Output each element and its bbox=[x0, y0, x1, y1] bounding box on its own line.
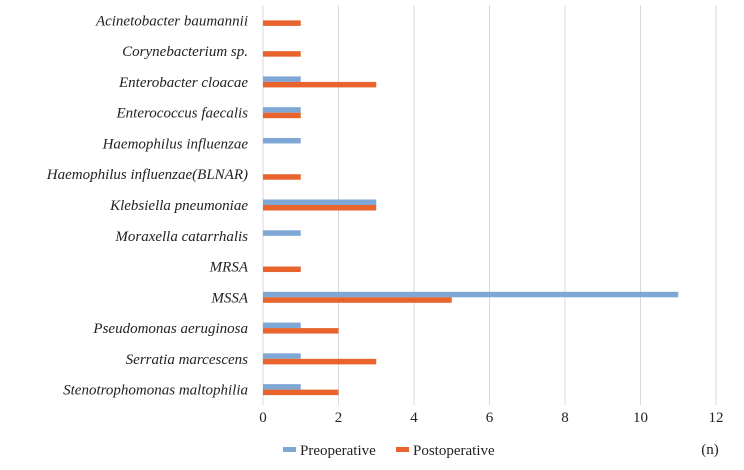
gridlines bbox=[262, 5, 717, 405]
bar-postoperative-3 bbox=[263, 112, 301, 119]
x-tick-label-6: 12 bbox=[709, 410, 724, 426]
bar-preoperative-4 bbox=[263, 137, 301, 144]
x-tick-label-1: 2 bbox=[335, 410, 343, 426]
bar-preoperative-9 bbox=[263, 291, 679, 298]
x-tick-label-5: 10 bbox=[633, 410, 648, 426]
bar-preoperative-11 bbox=[263, 353, 301, 359]
bar-preoperative-6 bbox=[263, 199, 377, 205]
category-label-1: Corynebacterium sp. bbox=[122, 44, 248, 60]
legend-label-preoperative: Preoperative bbox=[300, 443, 376, 459]
category-label-10: Pseudomonas aeruginosa bbox=[92, 321, 248, 337]
bar-postoperative-5 bbox=[263, 174, 301, 180]
bar-preoperative-2 bbox=[263, 76, 301, 82]
bar-postoperative-6 bbox=[263, 205, 377, 211]
category-label-12: Stenotrophomonas maltophilia bbox=[63, 383, 248, 399]
legend-label-postoperative: Postoperative bbox=[413, 443, 495, 459]
category-label-5: Haemophilus influenzae(BLNAR) bbox=[46, 167, 248, 183]
category-label-3: Enterococcus faecalis bbox=[116, 106, 249, 122]
bar-postoperative-10 bbox=[263, 328, 339, 334]
category-label-6: Klebsiella pneumoniae bbox=[109, 198, 248, 214]
category-label-7: Moraxella catarrhalis bbox=[114, 229, 248, 245]
category-labels: Acinetobacter baumannii Corynebacterium s… bbox=[46, 13, 249, 398]
category-label-9: MSSA bbox=[210, 290, 248, 306]
category-label-8: MRSA bbox=[209, 260, 249, 276]
legend-swatch-preoperative bbox=[283, 447, 296, 452]
category-label-4: Haemophilus influenzae bbox=[102, 136, 249, 152]
category-label-2: Enterobacter cloacae bbox=[118, 75, 248, 91]
bar-postoperative-12 bbox=[263, 389, 339, 396]
bar-postoperative-11 bbox=[263, 358, 377, 365]
x-tick-label-0: 0 bbox=[259, 410, 267, 426]
bar-postoperative-8 bbox=[263, 266, 301, 273]
x-unit-label: (n) bbox=[701, 442, 719, 458]
bar-preoperative-12 bbox=[263, 384, 301, 390]
bar-preoperative-10 bbox=[263, 322, 301, 329]
bar-postoperative-0 bbox=[263, 20, 301, 26]
bar-preoperative-7 bbox=[263, 230, 301, 236]
bar-postoperative-2 bbox=[263, 81, 377, 88]
x-tick-label-3: 6 bbox=[486, 410, 494, 426]
legend-swatch-postoperative bbox=[396, 447, 409, 452]
bar-postoperative-1 bbox=[263, 51, 301, 57]
bar-postoperative-9 bbox=[263, 297, 452, 303]
x-tick-label-2: 4 bbox=[410, 410, 418, 426]
category-label-11: Serratia marcescens bbox=[126, 352, 248, 368]
bar-preoperative-3 bbox=[263, 107, 301, 113]
x-tick-labels: 0 2 4 6 8 10 12 bbox=[259, 410, 723, 426]
legend: Preoperative Postoperative bbox=[283, 443, 495, 459]
category-label-0: Acinetobacter baumannii bbox=[95, 13, 248, 29]
x-tick-label-4: 8 bbox=[561, 410, 569, 426]
bars bbox=[263, 20, 679, 396]
